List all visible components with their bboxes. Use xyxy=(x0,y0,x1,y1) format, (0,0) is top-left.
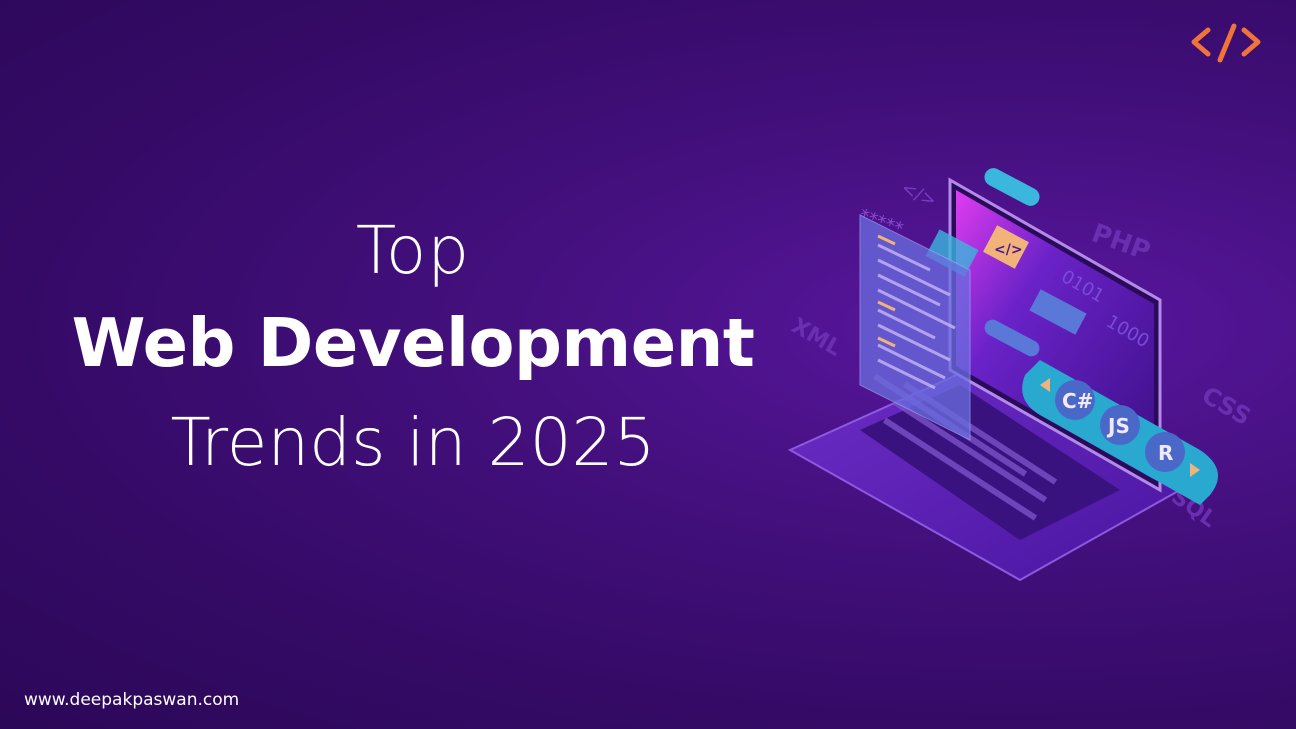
title-line-trends: Trends in 2025 xyxy=(170,404,656,481)
badge-r: R xyxy=(1158,441,1173,465)
label-php: PHP xyxy=(1088,218,1155,267)
code-brackets-icon xyxy=(1191,23,1261,63)
title-line-web-development: Web Development xyxy=(71,304,755,382)
label-css: CSS xyxy=(1197,381,1256,431)
laptop-code-illustration: PHP XML CSS SQL </> ***** 0101 1000 </> … xyxy=(787,168,1256,582)
website-link[interactable]: www.deepakpaswan.com xyxy=(24,690,240,710)
badge-js: JS xyxy=(1106,414,1130,438)
label-flow-tag: </> xyxy=(994,242,1023,258)
badge-csharp: C# xyxy=(1062,389,1093,413)
label-tag: </> xyxy=(898,177,940,211)
title-line-top: Top xyxy=(355,212,471,289)
label-xml: XML xyxy=(787,314,845,362)
